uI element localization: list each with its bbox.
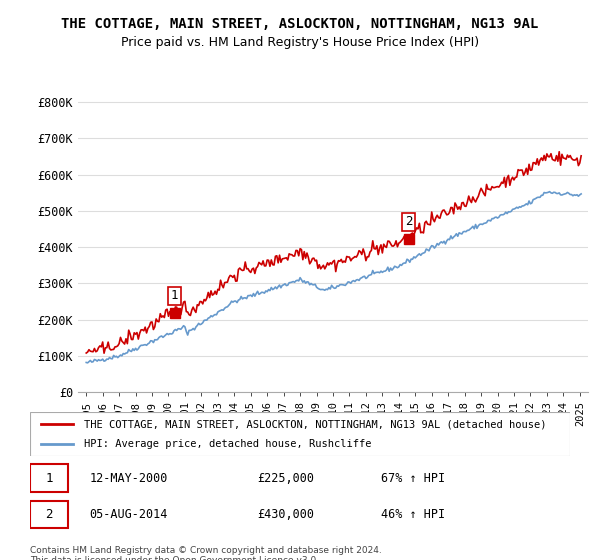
Text: £430,000: £430,000 <box>257 508 314 521</box>
Text: 12-MAY-2000: 12-MAY-2000 <box>89 472 168 484</box>
FancyBboxPatch shape <box>30 501 68 529</box>
FancyBboxPatch shape <box>30 412 570 456</box>
Text: 1: 1 <box>171 290 178 302</box>
Text: 46% ↑ HPI: 46% ↑ HPI <box>381 508 445 521</box>
Text: 2: 2 <box>405 215 412 228</box>
Text: HPI: Average price, detached house, Rushcliffe: HPI: Average price, detached house, Rush… <box>84 439 371 449</box>
Text: THE COTTAGE, MAIN STREET, ASLOCKTON, NOTTINGHAM, NG13 9AL: THE COTTAGE, MAIN STREET, ASLOCKTON, NOT… <box>61 17 539 31</box>
Text: 1: 1 <box>45 472 53 484</box>
Text: Contains HM Land Registry data © Crown copyright and database right 2024.
This d: Contains HM Land Registry data © Crown c… <box>30 546 382 560</box>
Text: 05-AUG-2014: 05-AUG-2014 <box>89 508 168 521</box>
Text: Price paid vs. HM Land Registry's House Price Index (HPI): Price paid vs. HM Land Registry's House … <box>121 36 479 49</box>
Text: £225,000: £225,000 <box>257 472 314 484</box>
Text: 2: 2 <box>45 508 53 521</box>
Text: 67% ↑ HPI: 67% ↑ HPI <box>381 472 445 484</box>
Text: THE COTTAGE, MAIN STREET, ASLOCKTON, NOTTINGHAM, NG13 9AL (detached house): THE COTTAGE, MAIN STREET, ASLOCKTON, NOT… <box>84 419 547 429</box>
FancyBboxPatch shape <box>30 464 68 492</box>
